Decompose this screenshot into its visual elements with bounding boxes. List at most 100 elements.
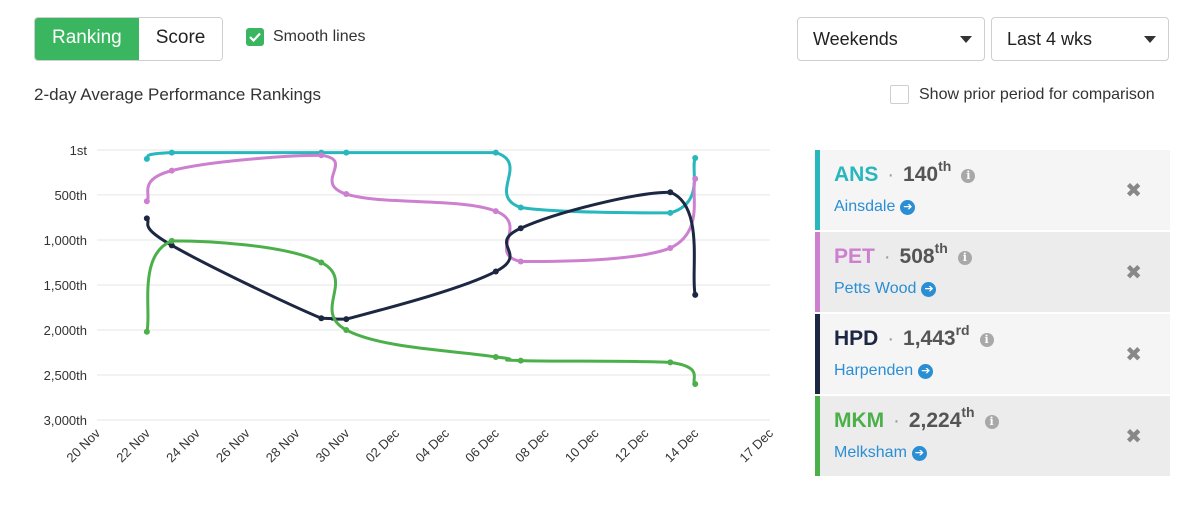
separator-dot: · — [887, 328, 895, 350]
y-tick-label: 2,500th — [44, 368, 87, 383]
legend-location-link[interactable]: Petts Wood ➔ — [834, 280, 937, 298]
legend-rank: 2,224th — [908, 404, 975, 432]
legend-code: HPD — [834, 327, 879, 350]
x-tick-label: 22 Nov — [113, 425, 153, 465]
y-tick-label: 1,000th — [44, 233, 87, 248]
prior-period-checkbox[interactable] — [890, 85, 909, 104]
data-point — [143, 215, 150, 222]
x-tick-label: 04 Dec — [412, 425, 452, 465]
legend-location-link[interactable]: Harpenden ➔ — [834, 362, 934, 380]
series-line-pet — [145, 153, 697, 264]
close-icon[interactable]: ✖ — [1125, 426, 1142, 448]
data-point — [517, 258, 524, 265]
x-tick-label: 02 Dec — [362, 425, 402, 465]
separator-dot: · — [887, 164, 895, 186]
data-point — [667, 209, 674, 216]
y-tick-label: 2,000th — [44, 323, 87, 338]
close-icon[interactable]: ✖ — [1125, 344, 1142, 366]
data-point — [692, 291, 699, 298]
legend-rank: 140th — [903, 158, 952, 186]
data-point — [492, 268, 499, 275]
x-tick-label: 30 Nov — [313, 425, 353, 465]
separator-dot: · — [883, 246, 891, 268]
close-icon[interactable]: ✖ — [1125, 180, 1142, 202]
data-point — [692, 380, 699, 387]
ranking-button[interactable]: Ranking — [35, 18, 139, 60]
arrow-right-circle-icon: ➔ — [921, 281, 937, 297]
score-button[interactable]: Score — [138, 18, 223, 60]
info-icon[interactable]: i — [984, 415, 999, 429]
data-point — [492, 353, 499, 360]
day-filter-select[interactable]: Weekends — [797, 17, 985, 61]
x-tick-label: 24 Nov — [163, 425, 203, 465]
arrow-right-circle-icon: ➔ — [918, 363, 934, 379]
smooth-lines-checkbox[interactable] — [246, 28, 264, 46]
data-point — [168, 149, 175, 156]
legend-code: ANS — [834, 163, 879, 186]
data-point — [318, 315, 325, 322]
data-point — [168, 242, 175, 249]
data-point — [168, 167, 175, 174]
info-icon[interactable]: i — [957, 251, 972, 265]
data-point — [343, 316, 350, 323]
data-point — [143, 155, 150, 162]
x-tick-label: 20 Nov — [63, 425, 103, 465]
series-line-hpd — [145, 190, 697, 321]
arrow-right-circle-icon: ➔ — [911, 445, 927, 461]
legend-code: MKM — [834, 409, 885, 432]
info-icon[interactable]: i — [961, 169, 976, 183]
data-point — [517, 357, 524, 364]
data-point — [667, 245, 674, 252]
data-point — [492, 208, 499, 215]
x-tick-label: 26 Nov — [213, 425, 253, 465]
data-point — [517, 204, 524, 211]
data-point — [517, 225, 524, 232]
x-tick-label: 10 Dec — [562, 425, 602, 465]
y-tick-label: 3,000th — [44, 413, 87, 428]
period-filter-select[interactable]: Last 4 wks — [991, 17, 1169, 61]
caret-down-icon — [1144, 36, 1156, 43]
chart-title: 2-day Average Performance Rankings — [34, 85, 321, 104]
x-tick-label: 28 Nov — [263, 425, 303, 465]
data-point — [667, 189, 674, 196]
legend-code: PET — [834, 245, 875, 268]
smooth-lines-toggle[interactable]: Smooth lines — [246, 28, 366, 46]
series-line-ans — [146, 151, 697, 215]
x-tick-label: 14 Dec — [662, 425, 702, 465]
legend-location-link[interactable]: Melksham ➔ — [834, 444, 927, 462]
close-icon[interactable]: ✖ — [1125, 262, 1142, 284]
data-point — [318, 259, 325, 266]
period-filter-value: Last 4 wks — [1007, 29, 1093, 49]
y-tick-label: 500th — [54, 188, 87, 203]
legend-location-link[interactable]: Ainsdale ➔ — [834, 198, 916, 216]
data-point — [343, 191, 350, 198]
day-filter-value: Weekends — [813, 29, 898, 49]
legend-item-pet: PET · 508th i Petts Wood ➔ ✖ — [815, 232, 1170, 312]
data-point — [318, 152, 325, 159]
x-tick-label: 08 Dec — [512, 425, 552, 465]
check-icon — [249, 32, 261, 42]
data-point — [667, 359, 674, 366]
series-line-mkm — [145, 239, 697, 386]
y-tick-label: 1st — [70, 143, 88, 158]
prior-period-label: Show prior period for comparison — [919, 85, 1155, 103]
x-tick-label: 12 Dec — [612, 425, 652, 465]
rankings-chart: 1st 500th 1,000th 1,500th 2,000th 2,500th 3,00… — [44, 143, 777, 465]
x-tick-label: 06 Dec — [462, 425, 502, 465]
data-point — [143, 198, 150, 205]
mode-toggle: Ranking Score — [34, 17, 224, 61]
data-point — [143, 328, 150, 335]
caret-down-icon — [960, 36, 972, 43]
prior-period-toggle[interactable]: Show prior period for comparison — [890, 85, 1155, 104]
data-point — [343, 149, 350, 156]
separator-dot: · — [893, 410, 900, 432]
legend-item-ans: ANS · 140th i Ainsdale ➔ ✖ — [815, 150, 1170, 230]
data-point — [168, 237, 175, 244]
data-point — [692, 175, 699, 182]
data-point — [343, 326, 350, 333]
info-icon[interactable]: i — [979, 333, 994, 347]
legend-item-hpd: HPD · 1,443rd i Harpenden ➔ ✖ — [815, 314, 1170, 394]
x-tick-label: 17 Dec — [736, 425, 776, 465]
y-tick-label: 1,500th — [44, 278, 87, 293]
legend-item-mkm: MKM · 2,224th i Melksham ➔ ✖ — [815, 396, 1170, 476]
